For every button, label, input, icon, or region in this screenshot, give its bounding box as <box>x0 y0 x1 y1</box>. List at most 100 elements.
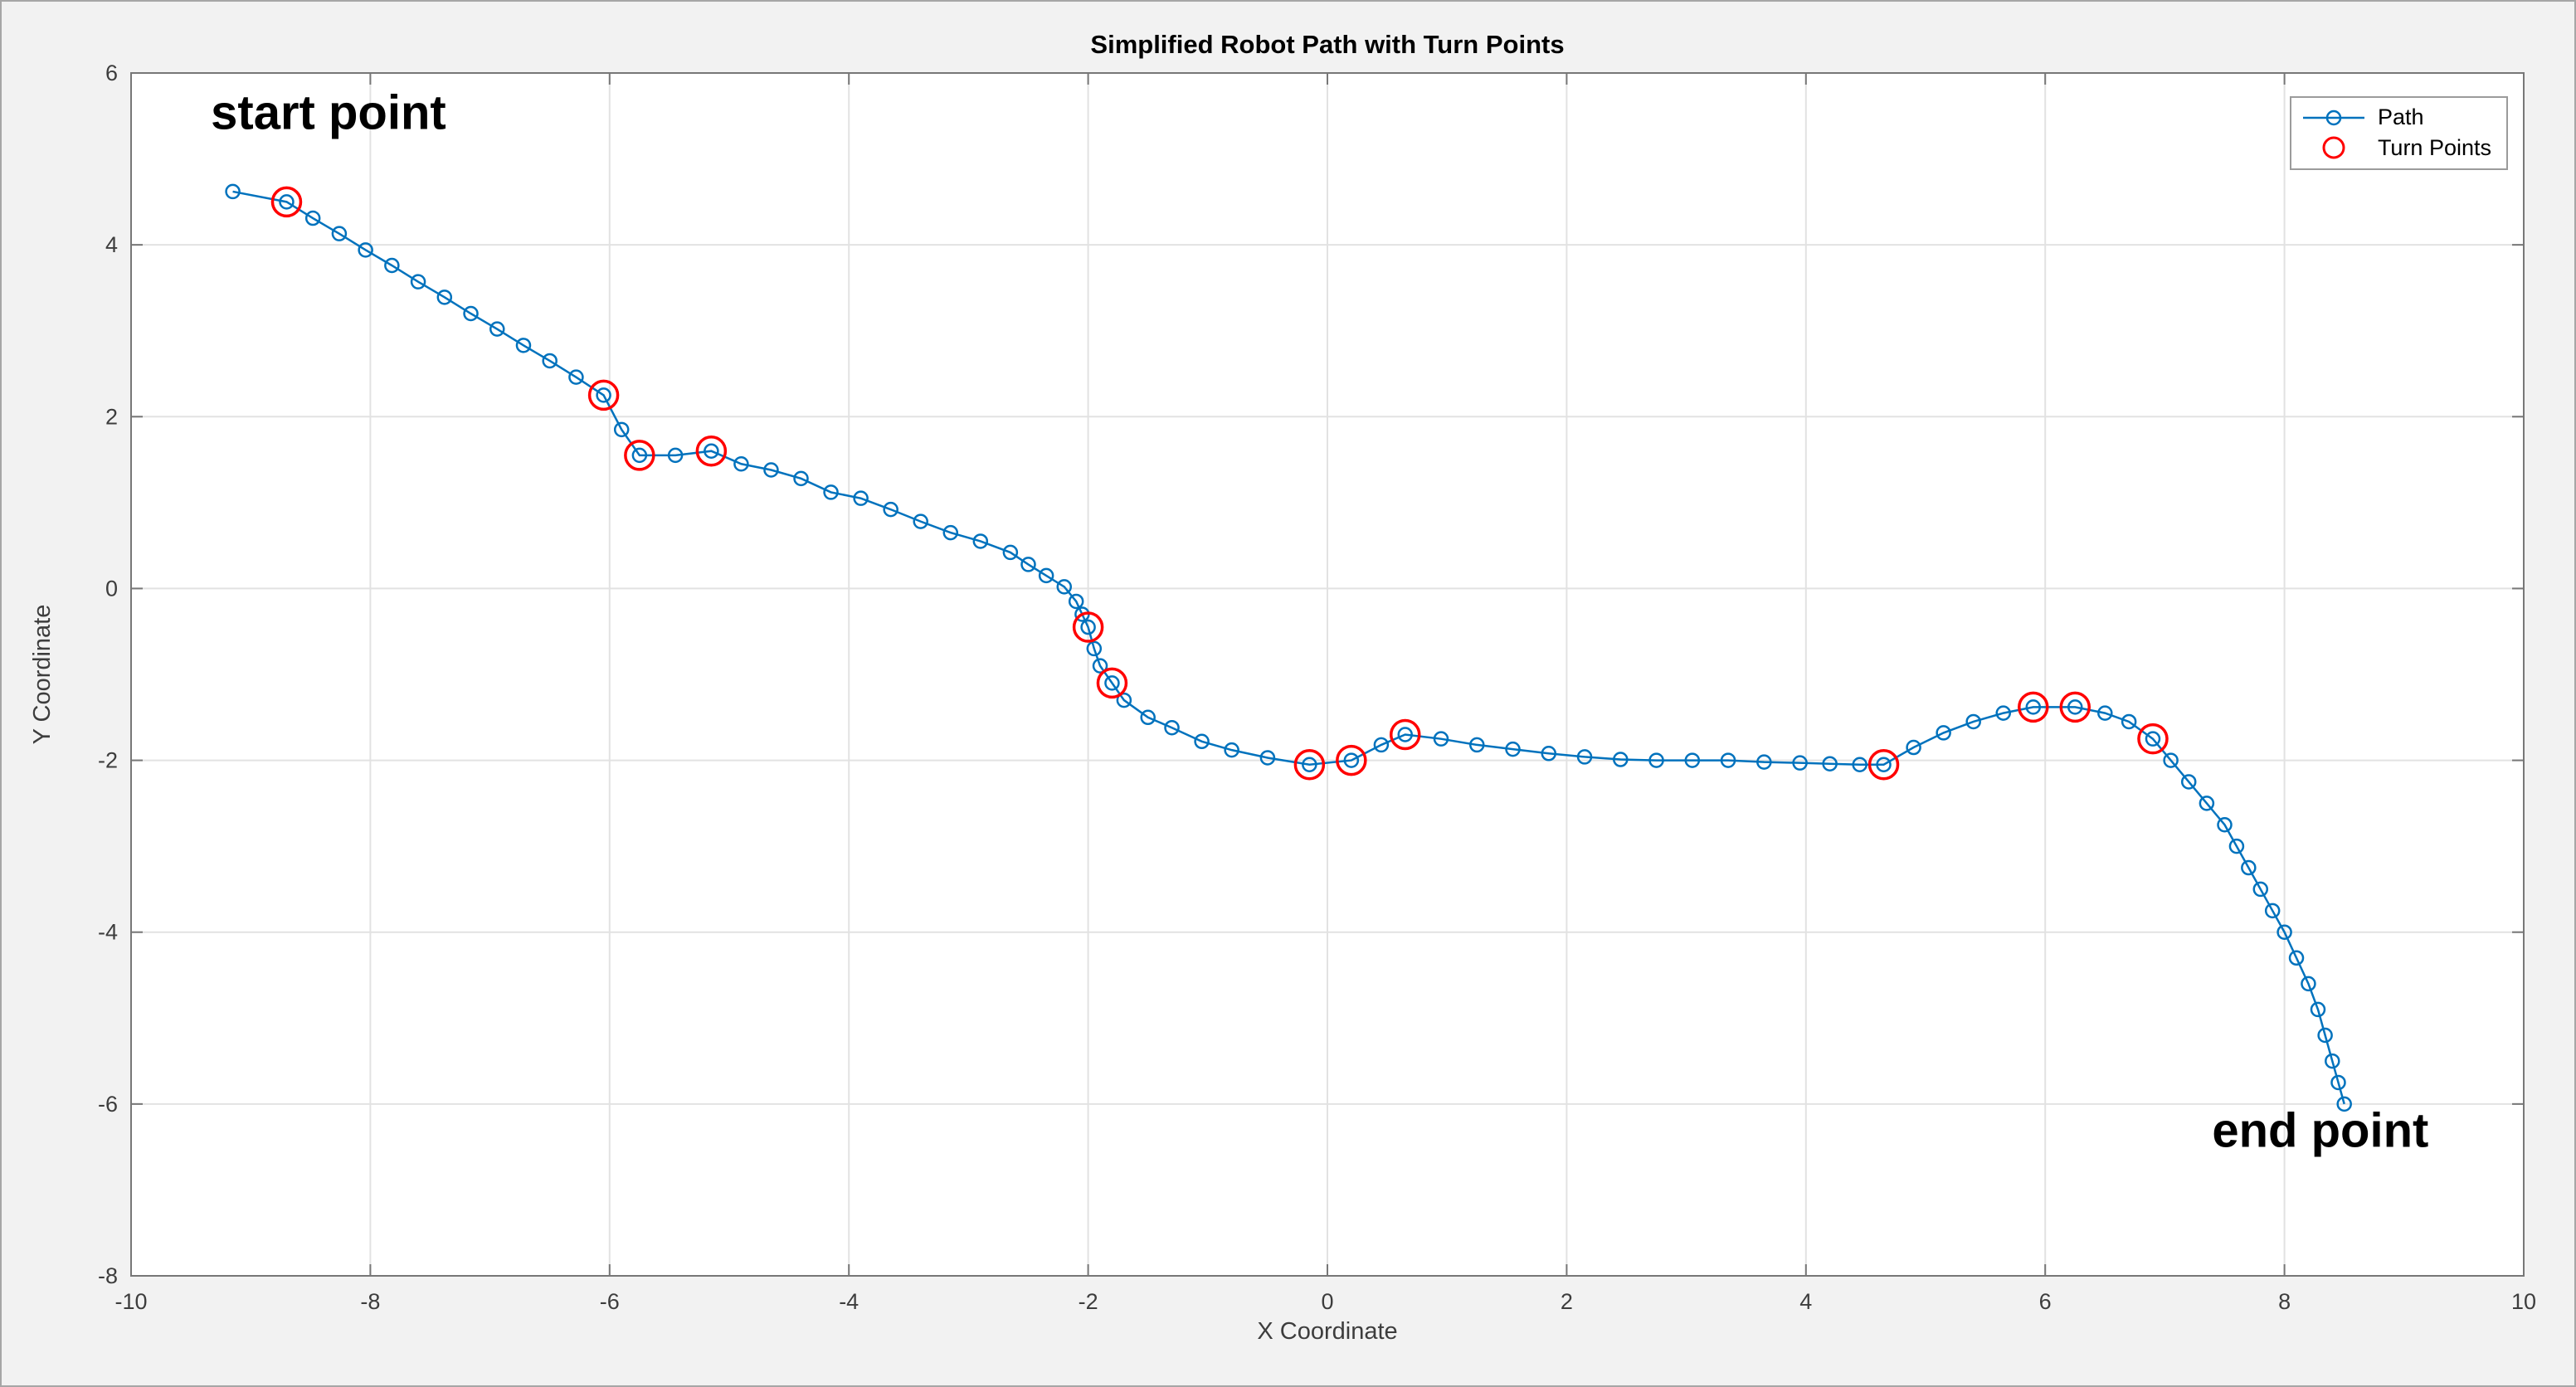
x-tick-label: -10 <box>114 1289 147 1314</box>
y-tick-label: -4 <box>98 920 118 945</box>
turn-point-marker <box>2137 723 2169 755</box>
path-marker <box>704 443 719 459</box>
y-tick-label: 6 <box>105 61 118 85</box>
path-marker <box>1822 756 1838 771</box>
legend-label-path: Path <box>2377 105 2424 129</box>
path-marker <box>1397 727 1413 742</box>
path-marker <box>1020 557 1036 572</box>
turn-point-marker <box>587 379 620 411</box>
annotation-end-point: end point <box>2212 1104 2428 1158</box>
y-axis-label: Y Coordinate <box>29 605 56 745</box>
path-marker <box>1116 692 1132 708</box>
path-marker <box>793 470 809 487</box>
path-marker <box>2145 731 2161 747</box>
path-marker <box>2199 796 2215 811</box>
path-marker <box>2252 881 2269 898</box>
path-marker <box>1164 719 1180 736</box>
path-marker <box>1056 579 1073 595</box>
path-marker <box>2288 950 2305 966</box>
path-marker <box>942 524 959 541</box>
path-marker <box>2264 903 2281 919</box>
path-marker <box>279 194 295 210</box>
path-marker <box>1343 752 1360 768</box>
legend-entry-path: Path <box>2298 105 2491 130</box>
path-marker <box>1756 754 1772 770</box>
path-marker <box>1259 750 1276 766</box>
path-marker <box>2317 1027 2333 1044</box>
y-tick-label: -6 <box>98 1092 118 1117</box>
path-marker <box>2121 713 2137 730</box>
path-marker <box>1140 709 1156 726</box>
path-marker <box>1373 737 1390 753</box>
x-tick-label: 4 <box>1799 1289 1812 1314</box>
x-tick-label: 8 <box>2278 1289 2291 1314</box>
path-marker <box>1104 675 1120 691</box>
path-marker <box>913 513 928 529</box>
path-marker <box>515 338 532 353</box>
path-marker <box>1792 755 1808 771</box>
y-tick-label: 2 <box>105 404 118 429</box>
path-marker <box>613 421 630 438</box>
path-marker <box>568 369 584 385</box>
turn-point-marker <box>2059 691 2091 723</box>
path-marker <box>1541 746 1557 762</box>
path-marker <box>2163 752 2179 768</box>
path-marker <box>1852 757 1867 772</box>
path-line-icon <box>2302 110 2364 125</box>
path-marker <box>1224 742 1239 758</box>
path-marker <box>2301 976 2316 992</box>
path-marker <box>2330 1074 2346 1091</box>
chart-title: Simplified Robot Path with Turn Points <box>1090 30 1564 59</box>
legend-label-turn-points: Turn Points <box>2377 134 2491 160</box>
path-marker <box>1876 757 1892 772</box>
path-marker <box>2025 699 2042 715</box>
path-marker <box>384 257 400 274</box>
path-marker <box>972 533 989 549</box>
path-marker <box>1613 752 1629 767</box>
path-marker <box>463 305 479 322</box>
path-marker <box>823 484 839 500</box>
turn-point-marker <box>1072 611 1104 643</box>
turn-point-marker <box>1389 718 1421 751</box>
turn-point-marker <box>1293 749 1326 781</box>
turn-point-marker <box>1867 749 1900 781</box>
path-marker <box>883 501 898 518</box>
path-marker <box>1906 739 1921 756</box>
path-marker <box>1002 544 1019 561</box>
x-tick-label: -2 <box>1079 1289 1098 1314</box>
x-axis-label: X Coordinate <box>1257 1318 1397 1345</box>
path-marker <box>1194 733 1210 750</box>
path-marker <box>1080 619 1096 635</box>
path-marker <box>853 490 869 506</box>
path-marker <box>1469 737 1485 753</box>
path-marker <box>1648 752 1664 768</box>
path-marker <box>2217 817 2233 833</box>
path-marker <box>1302 757 1317 772</box>
path-marker <box>596 387 611 403</box>
path-marker <box>1995 705 2011 721</box>
path-marker <box>410 274 426 290</box>
path-marker <box>763 462 779 478</box>
path-marker <box>2097 705 2113 721</box>
path-marker <box>733 456 749 472</box>
turn-point-marker <box>1336 744 1367 776</box>
x-tick-label: 10 <box>2511 1289 2536 1314</box>
path-marker <box>631 447 648 464</box>
path-marker <box>2277 924 2292 940</box>
path-marker <box>2336 1096 2352 1112</box>
turn-point-circle-icon <box>2322 136 2345 159</box>
path-marker <box>1038 567 1054 584</box>
path-line <box>232 190 2345 1105</box>
path-marker <box>2241 859 2257 876</box>
path-marker <box>331 226 348 241</box>
path-marker <box>436 290 453 305</box>
x-tick-label: 0 <box>1321 1289 1333 1314</box>
path-marker <box>2180 774 2197 790</box>
x-tick-label: 6 <box>2039 1289 2052 1314</box>
path-marker <box>667 447 684 464</box>
path-marker <box>358 242 373 258</box>
path-marker <box>1505 741 1521 757</box>
